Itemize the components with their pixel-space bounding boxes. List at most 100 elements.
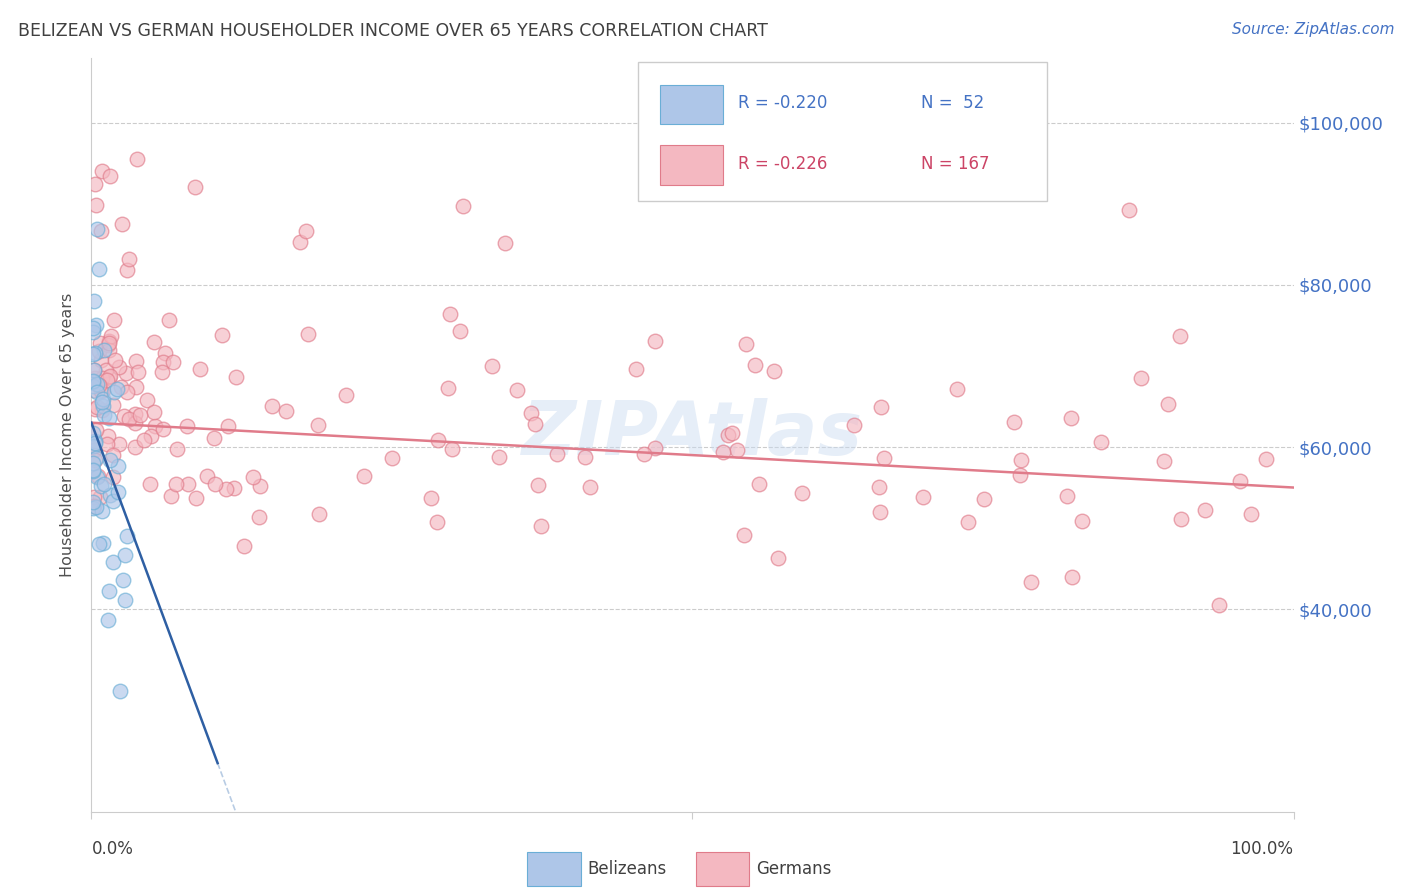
Point — [105, 382, 128, 396]
Point — [117, 529, 139, 543]
Point — [82, 346, 104, 360]
Point — [84, 452, 107, 467]
Point — [82, 374, 104, 388]
Point — [103, 469, 125, 483]
Point — [530, 519, 553, 533]
Point — [89, 261, 111, 276]
Point — [297, 326, 319, 341]
Point — [195, 468, 218, 483]
Point — [150, 364, 173, 378]
Point — [107, 484, 129, 499]
Point — [84, 401, 107, 416]
Point — [868, 480, 890, 494]
Point — [83, 439, 105, 453]
Point — [124, 440, 146, 454]
Point — [481, 359, 503, 374]
Point — [215, 482, 238, 496]
Point — [644, 442, 666, 456]
Point — [1254, 452, 1277, 467]
Point — [115, 263, 138, 277]
Point — [1118, 203, 1140, 218]
Point — [184, 180, 207, 194]
Point — [124, 408, 146, 422]
Point — [83, 371, 105, 385]
Point — [87, 537, 110, 551]
Point — [139, 477, 162, 491]
Point — [84, 424, 107, 438]
Point — [82, 439, 104, 453]
Point — [644, 334, 666, 348]
Point — [82, 321, 104, 335]
Point — [91, 400, 114, 414]
Point — [107, 437, 129, 451]
Point — [1071, 514, 1094, 528]
Point — [211, 327, 233, 342]
Point — [90, 478, 112, 492]
Point — [451, 199, 474, 213]
Point — [911, 490, 934, 504]
Point — [135, 392, 157, 407]
Point — [129, 408, 152, 422]
Point — [94, 363, 117, 377]
Point — [225, 370, 247, 384]
Point — [176, 419, 198, 434]
Point — [97, 584, 120, 599]
Point — [83, 345, 105, 359]
Point — [90, 395, 112, 409]
Point — [84, 318, 107, 333]
Point — [112, 409, 135, 423]
Point — [1153, 454, 1175, 468]
Point — [956, 515, 979, 529]
Point — [1129, 371, 1152, 385]
Text: N =  52: N = 52 — [921, 95, 984, 112]
Point — [869, 505, 891, 519]
Point — [97, 337, 120, 351]
Point — [720, 425, 742, 440]
Point — [1170, 329, 1192, 343]
Point — [86, 376, 108, 391]
Point — [86, 401, 108, 415]
Point — [86, 198, 108, 212]
Text: ZIPAtlas: ZIPAtlas — [522, 399, 863, 471]
Point — [82, 463, 104, 477]
Point — [84, 450, 107, 465]
Point — [1002, 415, 1025, 429]
Point — [110, 684, 132, 698]
Point — [86, 468, 108, 483]
Point — [494, 235, 516, 250]
FancyBboxPatch shape — [659, 85, 723, 124]
Point — [260, 399, 283, 413]
Point — [426, 515, 449, 529]
Point — [125, 152, 148, 166]
Point — [103, 384, 125, 399]
Point — [439, 307, 461, 321]
Point — [157, 312, 180, 326]
Point — [97, 411, 120, 425]
Point — [86, 384, 108, 399]
Point — [1060, 570, 1083, 584]
Point — [232, 539, 254, 553]
Point — [118, 412, 141, 426]
Point — [527, 478, 550, 492]
Point — [118, 252, 141, 266]
Point — [143, 334, 166, 349]
Point — [91, 383, 114, 397]
Point — [727, 442, 749, 457]
Point — [1208, 598, 1230, 612]
Point — [91, 164, 114, 178]
Point — [748, 477, 770, 491]
Point — [87, 377, 110, 392]
Point — [505, 384, 527, 398]
Point — [1194, 502, 1216, 516]
Point — [524, 417, 547, 431]
Point — [98, 169, 121, 183]
Point — [1008, 468, 1031, 483]
Point — [93, 343, 115, 357]
Point — [100, 329, 122, 343]
Point — [101, 448, 124, 462]
Point — [90, 371, 112, 385]
Point — [217, 419, 239, 434]
Point — [945, 382, 967, 396]
Point — [873, 450, 896, 465]
Point — [89, 491, 111, 505]
